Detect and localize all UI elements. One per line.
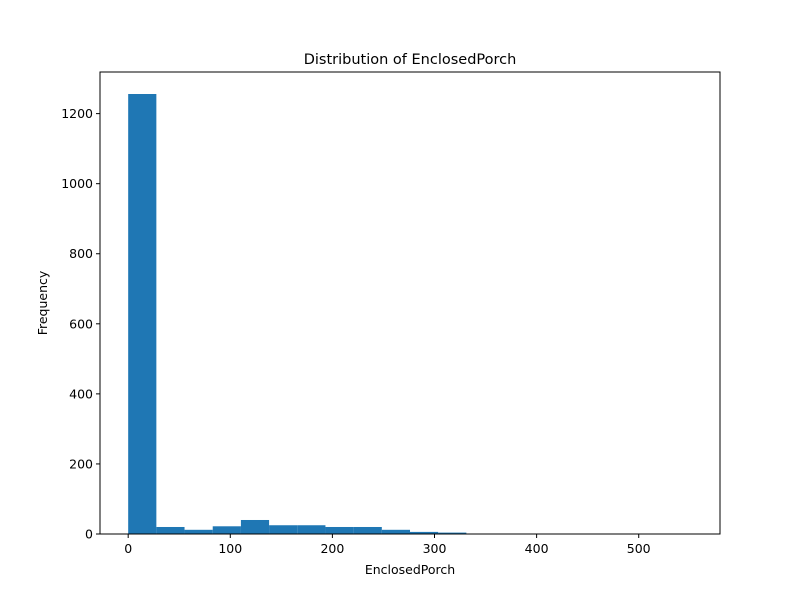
- x-tick-label: 500: [627, 541, 651, 556]
- histogram-bar: [353, 526, 382, 534]
- x-tick-label: 300: [423, 541, 447, 556]
- histogram-bar: [128, 94, 157, 534]
- histogram-bar: [240, 519, 270, 534]
- chart-title: Distribution of EnclosedPorch: [304, 52, 517, 68]
- y-axis-label: Frequency: [35, 270, 50, 335]
- y-axis-ticks: 0 200 400 600 800 1000 1200: [61, 106, 100, 542]
- x-tick-label: 0: [124, 541, 132, 556]
- x-axis-ticks: 0 100 200 300 400 500: [124, 534, 651, 556]
- histogram-bar: [156, 526, 185, 534]
- histogram-bar: [438, 532, 467, 534]
- histogram-bar: [269, 525, 298, 534]
- plot-frame: [99, 71, 721, 535]
- x-tick-label: 200: [320, 541, 344, 556]
- histogram-bar: [410, 531, 439, 534]
- x-tick-label: 100: [218, 541, 242, 556]
- y-tick-label: 200: [69, 456, 93, 471]
- x-tick-label: 400: [525, 541, 549, 556]
- histogram-bar: [381, 529, 410, 534]
- histogram-bar: [212, 526, 241, 534]
- y-tick-label: 400: [69, 386, 93, 401]
- y-tick-label: 800: [69, 246, 93, 261]
- histogram-bar: [325, 526, 354, 534]
- y-tick-label: 0: [85, 527, 93, 542]
- bars-group: [128, 94, 692, 535]
- histogram-bar: [297, 525, 326, 534]
- y-tick-label: 600: [69, 316, 93, 331]
- histogram-bar: [184, 529, 213, 534]
- y-tick-label: 1000: [61, 176, 93, 191]
- y-tick-label: 1200: [61, 106, 93, 121]
- x-axis-label: EnclosedPorch: [365, 562, 455, 577]
